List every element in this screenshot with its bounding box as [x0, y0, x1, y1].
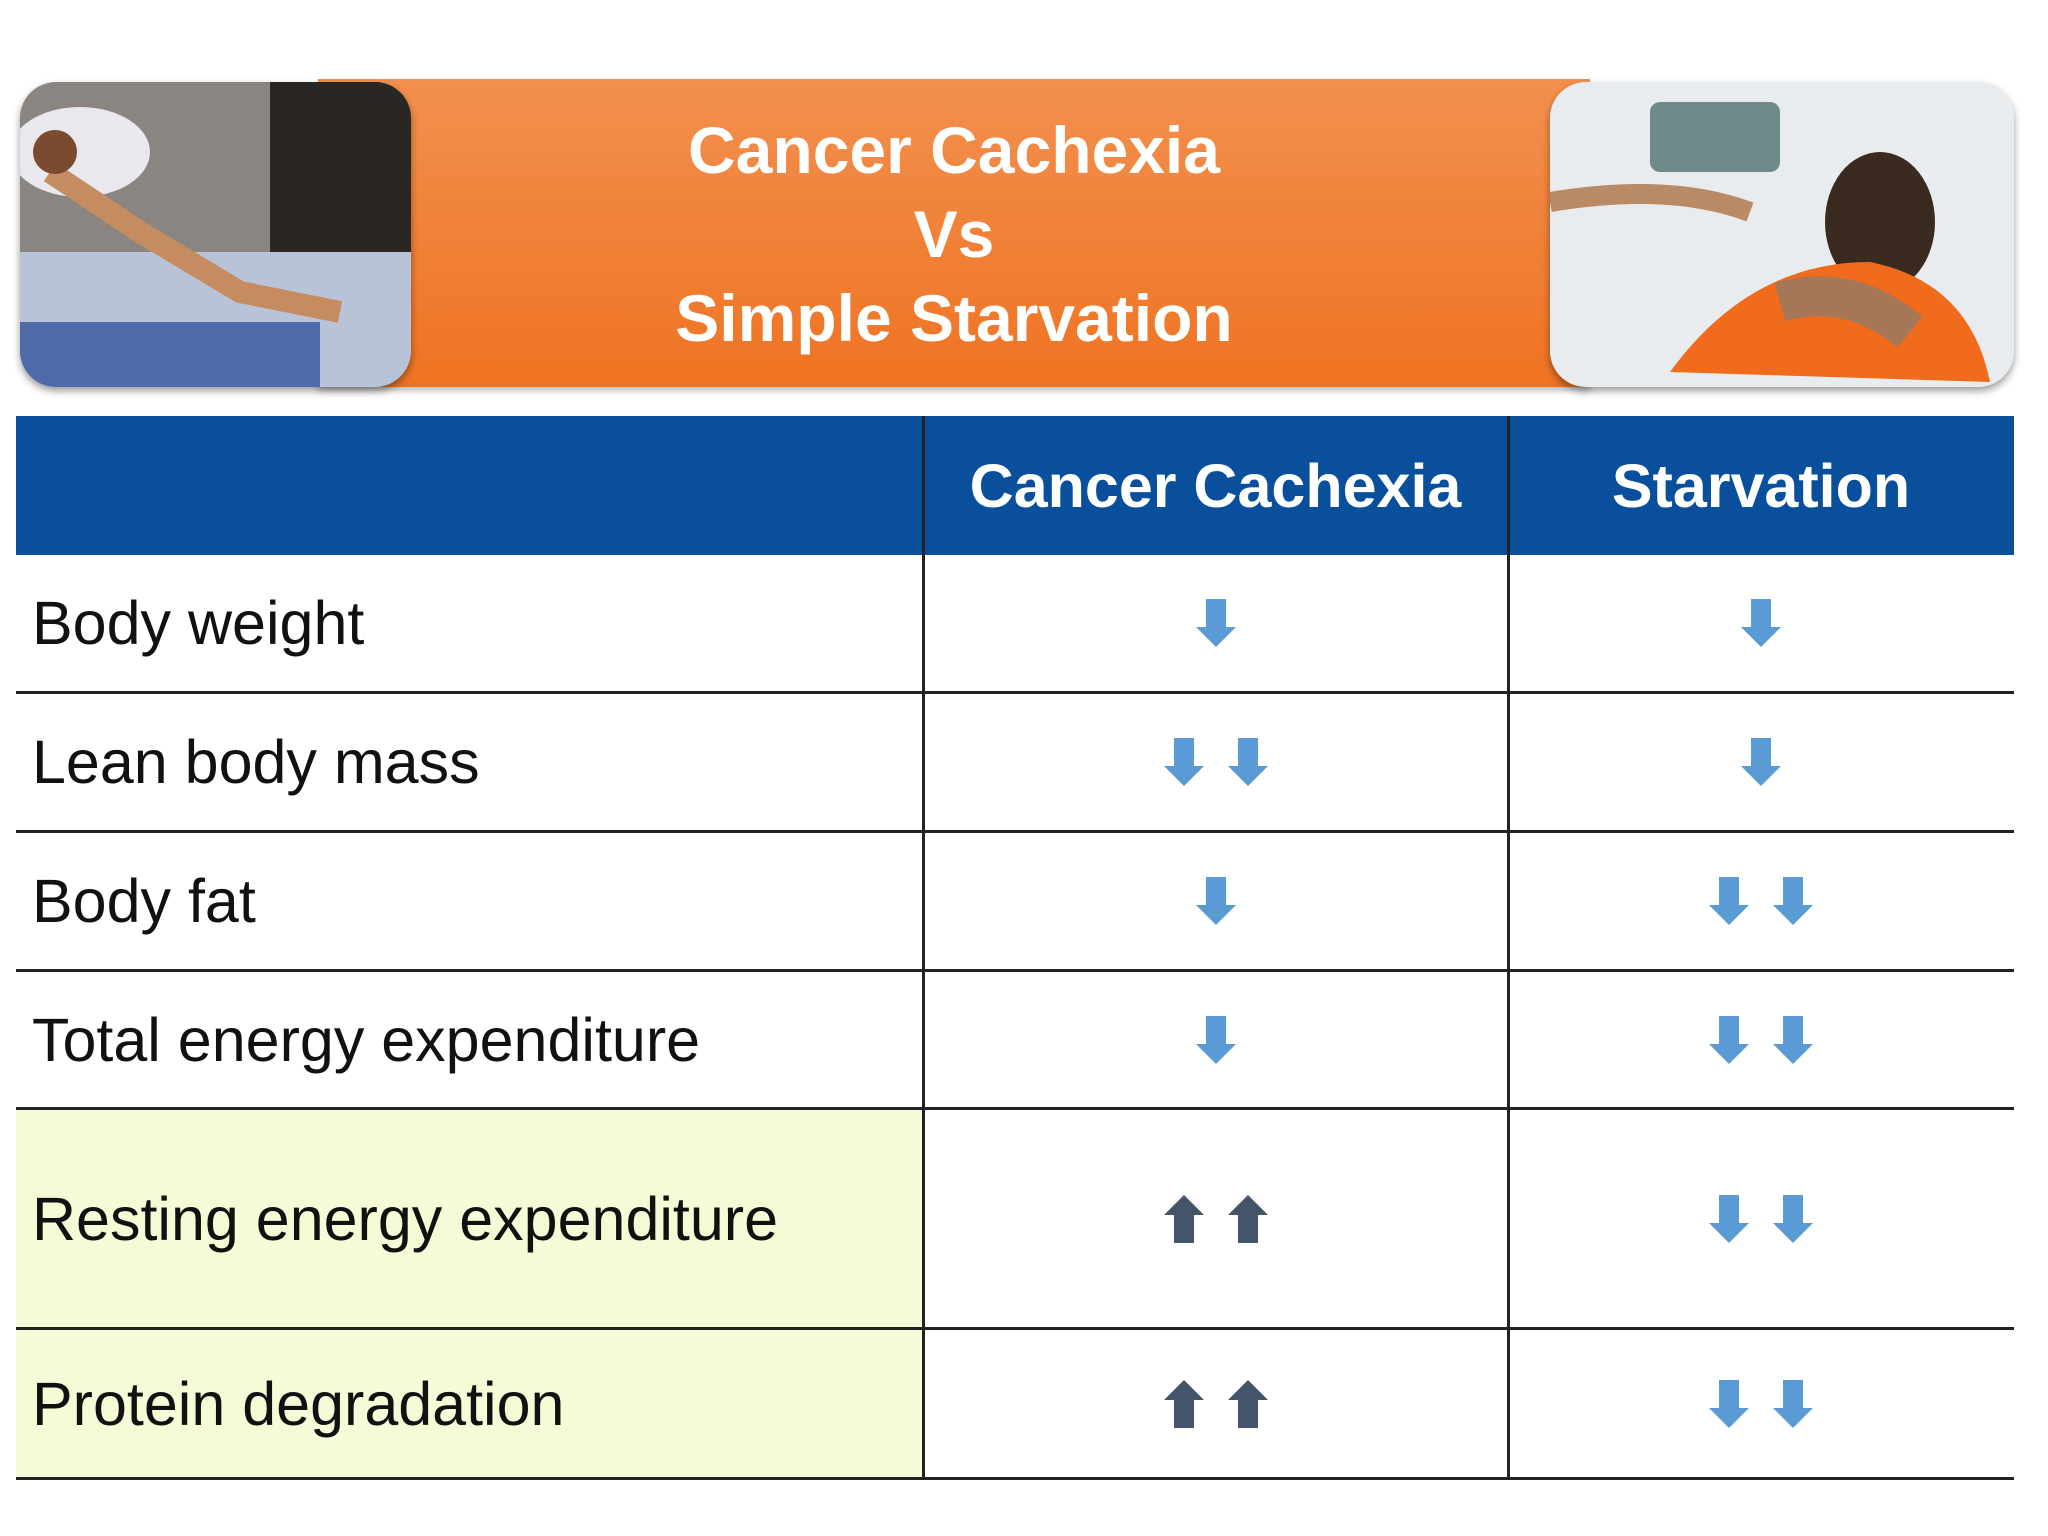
down-arrow: [1195, 877, 1236, 925]
title-line: Cancer Cachexia: [688, 113, 1220, 187]
column-divider: [922, 416, 925, 1480]
down-arrow: [1163, 738, 1204, 786]
indicator-cell: [923, 555, 1508, 694]
header-cell: [16, 416, 923, 555]
title-line: Vs: [913, 197, 995, 271]
indicator-cell: [1508, 833, 2014, 972]
down-arrow: [1773, 1015, 1813, 1064]
photo-patient: [20, 82, 411, 387]
photo-fasting: [1550, 82, 2014, 387]
down-arrow: [1709, 1379, 1749, 1428]
indicator-cell: [923, 972, 1508, 1110]
photo-art: [1550, 82, 2014, 387]
header-cell: Starvation: [1508, 416, 2014, 555]
indicator-cell: [1508, 694, 2014, 833]
photo-art: [20, 82, 411, 387]
row-label: Body weight: [16, 555, 923, 694]
row-label: Body fat: [16, 833, 923, 972]
row-label: Total energy expenditure: [16, 972, 923, 1110]
down-arrow: [1195, 599, 1236, 647]
indicator-cell: [923, 694, 1508, 833]
down-arrow: [1709, 1194, 1749, 1243]
title: Cancer Cachexia Vs Simple Starvation: [318, 108, 1590, 360]
down-arrow: [1195, 1015, 1236, 1064]
up-arrow: [1227, 1194, 1268, 1243]
up-arrow: [1163, 1194, 1204, 1243]
row-label: Protein degradation: [16, 1330, 923, 1480]
up-arrow: [1227, 1379, 1268, 1428]
indicator-cell: [923, 1110, 1508, 1330]
indicator-cell: [1508, 1330, 2014, 1480]
down-arrow: [1227, 738, 1268, 786]
row-label: Resting energy expenditure: [16, 1110, 923, 1330]
column-divider: [1507, 416, 1510, 1480]
indicator-cell: [1508, 555, 2014, 694]
down-arrow: [1773, 877, 1813, 925]
down-arrow: [1741, 599, 1781, 647]
down-arrow: [1741, 738, 1781, 786]
indicator-cell: [923, 1330, 1508, 1480]
down-arrow: [1773, 1194, 1813, 1243]
indicator-cell: [1508, 972, 2014, 1110]
header-cell: Cancer Cachexia: [923, 416, 1508, 555]
indicator-cell: [1508, 1110, 2014, 1330]
row-label: Lean body mass: [16, 694, 923, 833]
up-arrow: [1163, 1379, 1204, 1428]
down-arrow: [1773, 1379, 1813, 1428]
down-arrow: [1709, 1015, 1749, 1064]
title-banner: [318, 79, 1590, 387]
title-line: Simple Starvation: [675, 281, 1233, 355]
down-arrow: [1709, 877, 1749, 925]
indicator-cell: [923, 833, 1508, 972]
